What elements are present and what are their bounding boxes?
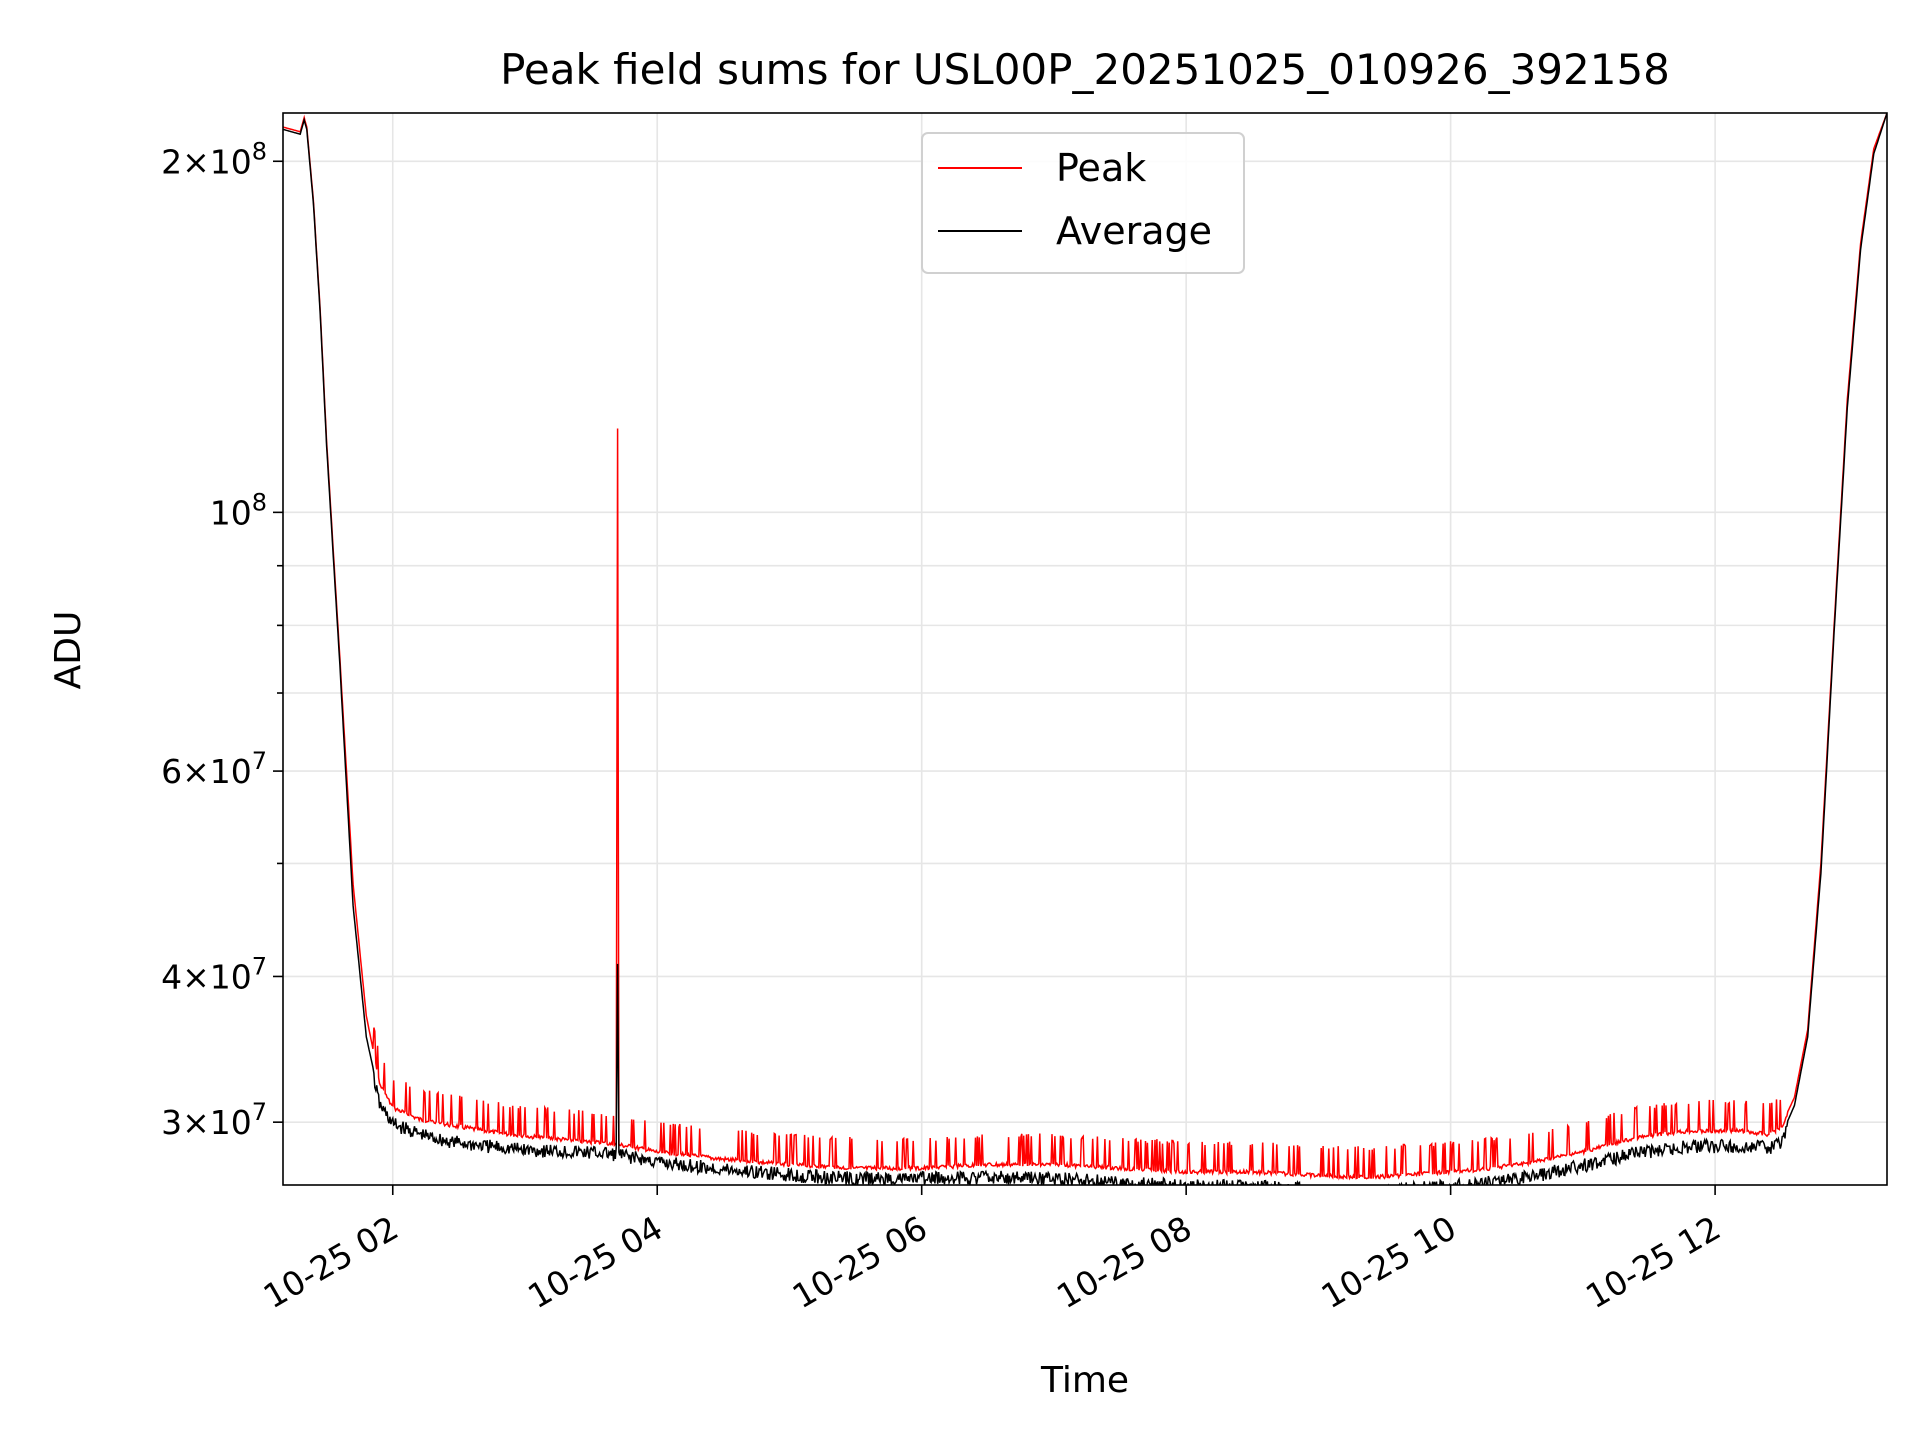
chart-title: Peak field sums for USL00P_20251025_0109… xyxy=(500,45,1670,94)
legend: Peak Average xyxy=(921,132,1245,274)
grid-layer xyxy=(283,113,1887,1185)
x-tick-label: 10-25 12 xyxy=(1579,1208,1727,1316)
y-axis-label: ADU xyxy=(48,611,89,690)
y-tick-label: 6×107 xyxy=(161,747,267,791)
y-tick-label: 2×108 xyxy=(161,137,267,181)
x-tick-label: 10-25 10 xyxy=(1315,1208,1463,1316)
x-axis-label: Time xyxy=(1040,1360,1129,1401)
x-tick-label: 10-25 08 xyxy=(1050,1208,1198,1316)
y-axis-ticks: 3×107 4×107 6×107 108 2×108 xyxy=(161,137,283,1142)
legend-label-peak: Peak xyxy=(1056,146,1146,190)
x-tick-label: 10-25 04 xyxy=(521,1208,669,1316)
x-tick-label: 10-25 02 xyxy=(257,1208,405,1316)
plot-area-frame xyxy=(282,112,1888,1186)
legend-label-average: Average xyxy=(1056,209,1212,253)
x-axis-ticks: 10-25 02 10-25 04 10-25 06 10-25 08 10-25 10… xyxy=(257,1185,1727,1316)
series-line-peak xyxy=(283,113,1887,1181)
y-tick-label: 108 xyxy=(210,488,267,532)
series-line-average xyxy=(283,113,1887,1185)
series-layer xyxy=(283,113,1887,1185)
y-tick-label: 3×107 xyxy=(161,1098,267,1142)
x-tick-label: 10-25 06 xyxy=(786,1208,934,1316)
y-tick-label: 4×107 xyxy=(161,952,267,996)
